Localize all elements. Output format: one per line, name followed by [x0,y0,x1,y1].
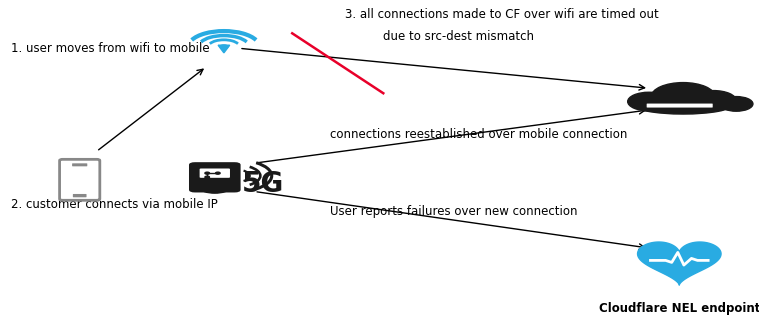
Text: Cloudflare NEL endpoint: Cloudflare NEL endpoint [599,301,759,315]
Text: 2. customer connects via mobile IP: 2. customer connects via mobile IP [11,198,218,211]
Text: 3. all connections made to CF over wifi are timed out: 3. all connections made to CF over wifi … [345,8,659,21]
Circle shape [216,172,220,174]
FancyBboxPatch shape [73,194,87,197]
Text: due to src-dest mismatch: due to src-dest mismatch [383,30,534,43]
Circle shape [720,97,753,111]
Circle shape [651,83,715,111]
Text: 1. user moves from wifi to mobile: 1. user moves from wifi to mobile [11,42,210,55]
FancyBboxPatch shape [59,159,99,200]
FancyBboxPatch shape [200,168,230,178]
Circle shape [205,172,209,174]
Circle shape [691,91,736,111]
Circle shape [205,176,209,178]
FancyBboxPatch shape [72,163,87,166]
Circle shape [628,92,670,111]
Ellipse shape [634,96,732,114]
Ellipse shape [200,183,229,193]
Polygon shape [218,45,230,53]
FancyBboxPatch shape [189,162,241,192]
Circle shape [220,45,228,48]
Text: 5G: 5G [242,170,285,198]
FancyBboxPatch shape [647,104,713,108]
Text: User reports failures over new connection: User reports failures over new connectio… [330,205,578,218]
Text: connections reestablished over mobile connection: connections reestablished over mobile co… [330,128,628,142]
Polygon shape [638,242,721,285]
